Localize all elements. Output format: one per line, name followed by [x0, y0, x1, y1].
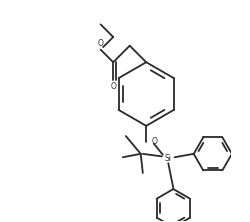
Text: O: O	[98, 39, 103, 48]
Text: Si: Si	[165, 154, 172, 163]
Text: O: O	[110, 82, 116, 91]
Text: O: O	[151, 137, 157, 147]
